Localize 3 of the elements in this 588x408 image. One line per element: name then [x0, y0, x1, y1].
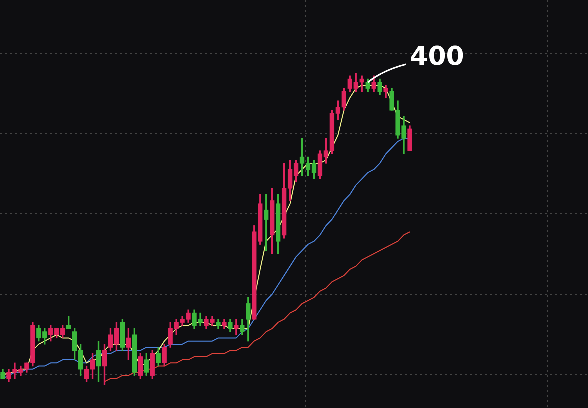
candlestick — [384, 85, 388, 98]
candlestick — [234, 319, 239, 336]
text: 400 — [410, 42, 464, 72]
